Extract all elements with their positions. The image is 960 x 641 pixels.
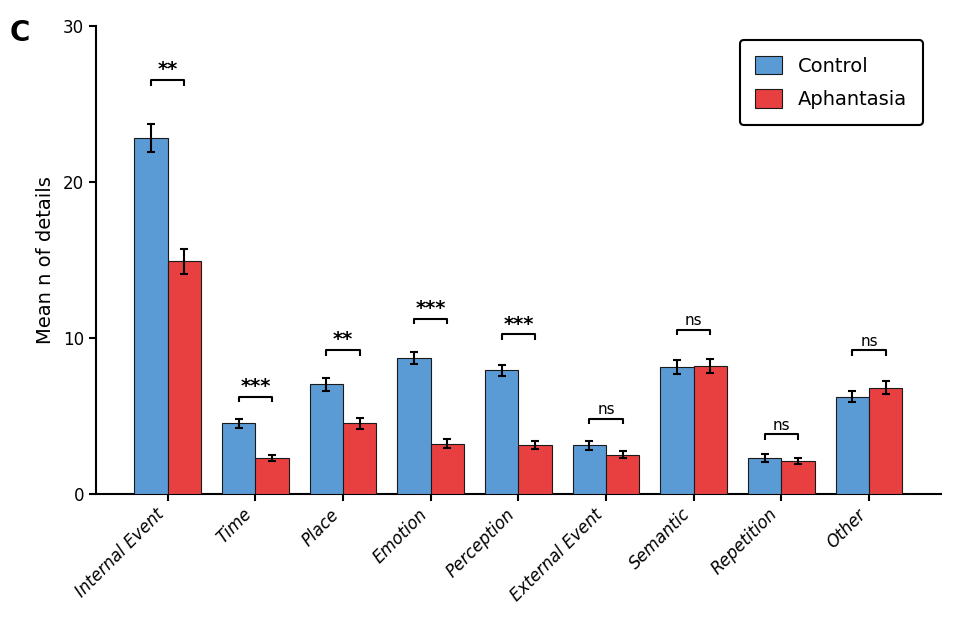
Bar (310, 385, 343, 494)
Text: ***: *** (416, 299, 445, 318)
Bar (397, 358, 431, 494)
Bar (222, 424, 255, 494)
Text: **: ** (157, 60, 178, 79)
Text: ***: *** (240, 377, 271, 396)
Text: ns: ns (684, 313, 703, 328)
Text: ns: ns (773, 418, 790, 433)
Text: ***: *** (503, 315, 534, 334)
Bar (485, 370, 518, 494)
Bar (343, 424, 376, 494)
Bar (573, 445, 606, 494)
Bar (748, 458, 781, 494)
Bar (836, 397, 869, 494)
Bar (255, 458, 289, 494)
Y-axis label: Mean n of details: Mean n of details (36, 176, 55, 344)
Text: **: ** (333, 330, 353, 349)
Bar (518, 445, 552, 494)
Bar (781, 461, 815, 494)
Bar (606, 454, 639, 494)
Text: ns: ns (597, 402, 615, 417)
Bar (134, 138, 168, 494)
Legend: Control, Aphantasia: Control, Aphantasia (739, 40, 923, 124)
Bar (660, 367, 694, 494)
Bar (431, 444, 464, 494)
Text: C: C (10, 19, 30, 47)
Bar (869, 388, 902, 494)
Bar (694, 365, 727, 494)
Text: ns: ns (860, 333, 877, 349)
Bar (168, 261, 201, 494)
